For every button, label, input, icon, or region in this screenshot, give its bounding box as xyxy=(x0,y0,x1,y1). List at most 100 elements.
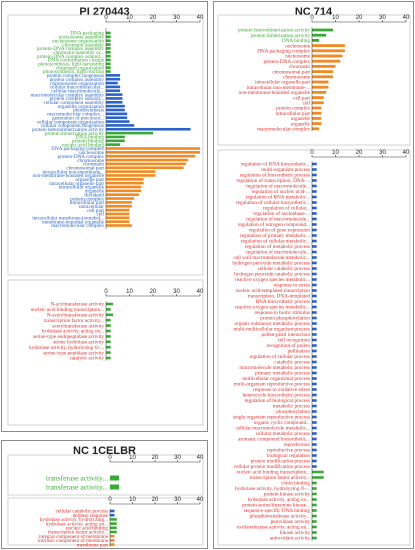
nc714-lower-label: macromolecule metabolic process xyxy=(239,365,310,371)
nc714-lower-bar xyxy=(312,179,317,182)
pi-upper-tick-label: 20 xyxy=(150,15,157,21)
pi-lower-tick-label: 40 xyxy=(197,289,204,295)
pi-lower-label: hydrolase activity, hydrolyzing O-... xyxy=(29,345,104,351)
pi-bar-label: chromatin xyxy=(83,162,104,168)
celbr-lower-label: hydrolase activity, hydrolyzing... xyxy=(40,517,108,523)
pi-bar xyxy=(106,166,184,170)
pi-bar xyxy=(106,89,121,93)
pi-bar-label: chromosome xyxy=(77,158,104,164)
pi-bar-label: DNA packaging xyxy=(70,31,104,37)
pi-lower-tick-label: 20 xyxy=(150,289,157,295)
pi-bar xyxy=(106,124,135,127)
pi-bar-label: protein-DNA complex assembly xyxy=(37,46,105,52)
nc714-upper-bar xyxy=(312,91,327,94)
pi-lower-label: N-acetyltransferase activity xyxy=(47,312,105,319)
nc714-lower-label: reactive oxygen species metabolic... xyxy=(235,305,310,311)
nc714-lower-bar xyxy=(312,487,317,490)
nc714-lower-label: hydrolase activity, hydrolyzing O-... xyxy=(235,486,310,492)
nc714-lower-box xyxy=(217,149,411,546)
pi-bar xyxy=(106,81,118,85)
celbr-lower-bar xyxy=(110,509,115,513)
nc714-lower-bar xyxy=(312,344,317,347)
nc714-lower-bar xyxy=(312,503,317,507)
nc714-upper-bar xyxy=(312,111,322,115)
pi-bar xyxy=(106,70,111,73)
pi-bar xyxy=(106,201,132,204)
pi-bar-label: nucleosome xyxy=(79,150,104,156)
nc714-lower-bar xyxy=(312,305,317,309)
celbr-bar-label: transferase activity... xyxy=(46,474,108,483)
nc714-lower-bar xyxy=(312,190,317,193)
nc714-lower-label: phosphotransferase activity... xyxy=(250,513,310,520)
pi-bar xyxy=(106,158,189,162)
nc714-upper-bar xyxy=(312,127,320,131)
nc714-upper-label: intracellular non-membrane-... xyxy=(247,85,310,91)
celbr-upper-tick-label: 10 xyxy=(129,455,136,461)
nc714-lower-bar xyxy=(312,426,317,430)
panel-title: NC 1CELBR xyxy=(73,445,136,457)
nc714-upper-label: cell part xyxy=(293,95,310,101)
pi-bar xyxy=(106,97,123,100)
pi-bar-label: chromosomal part xyxy=(66,165,104,171)
nc714-upper-label: intracellular organelle part xyxy=(255,80,310,86)
nc714-lower-label: aromatic compound biosynthetic... xyxy=(238,437,310,443)
nc714-lower-bar xyxy=(312,267,317,270)
nc714-lower-bar xyxy=(312,283,317,287)
nc714-lower-label: cell wall macromolecule metabolic... xyxy=(233,255,310,261)
nc714-lower-label: multi-organism reproductive process xyxy=(234,382,310,388)
pi-lower-label: serine hydrolase activity xyxy=(53,340,104,346)
pi-lower-label: N-acyltransferase activity xyxy=(51,301,105,308)
nc714-upper-bar xyxy=(312,39,320,42)
nc714-lower-bar xyxy=(312,206,317,210)
pi-bar xyxy=(106,143,121,146)
nc714-upper-bar xyxy=(312,49,345,53)
nc714-lower-bar xyxy=(312,465,317,468)
pi-bar xyxy=(106,224,132,227)
pi-bar-label: nucleic acid binding xyxy=(62,142,104,148)
pi-bar xyxy=(106,77,121,81)
nc714-lower-bar xyxy=(312,349,317,353)
pi-upper-box xyxy=(7,14,204,276)
celbr-upper-tick-label: 40 xyxy=(197,455,204,461)
nc714-lower-bar xyxy=(312,234,317,237)
nc714-lower-label: regulation of macromolecule... xyxy=(246,183,310,190)
pi-lower-bar xyxy=(106,351,111,354)
nc714-lower-label: regulation of nucleobase-... xyxy=(253,210,310,217)
nc714-lower-bar xyxy=(312,272,317,276)
nc714-lower-bar xyxy=(312,217,317,221)
nc714-lower-bar xyxy=(312,536,317,540)
pi-bar xyxy=(106,93,123,96)
celbr-lower-tick-label: 20 xyxy=(152,497,159,503)
nc714-lower-label: regulation of macromolecule... xyxy=(246,216,310,223)
nc714-lower-label: protein modification process xyxy=(251,458,310,465)
pi-upper-tick-label: 40 xyxy=(197,15,204,21)
nc714-upper-bar xyxy=(312,28,334,32)
pi-lower-tick-label: 0 xyxy=(104,289,108,295)
nc714-lower-label: response to oxidative stress xyxy=(253,387,310,393)
pi-bar-label: intracellular organelle xyxy=(58,185,104,191)
pi-upper-tick-label: 10 xyxy=(126,15,133,21)
nc714-lower-bar xyxy=(312,256,317,259)
nc714-lower-bar xyxy=(312,228,317,232)
nc714-lower-bar xyxy=(312,498,317,501)
pi-bar xyxy=(106,85,121,89)
pi-bar xyxy=(106,220,130,223)
nc714-lower-bar xyxy=(312,410,317,413)
nc714-lower-bar xyxy=(312,476,324,479)
nc714-lower-bar xyxy=(312,195,317,199)
nc714-upper-label: protein heterodimerization activity xyxy=(238,28,310,34)
pi-bar-label: protein-DNA complex subunit... xyxy=(37,54,104,60)
pi-bar-label: macromolecular complex... xyxy=(47,112,104,118)
pi-lower-box xyxy=(7,279,204,426)
pi-lower-label: transcription factor activity... xyxy=(44,317,104,324)
nc714-lower-bar xyxy=(312,509,317,512)
nc714-lower-label: hydrogen peroxide catabolic process xyxy=(234,272,310,278)
nc714-lower-bar xyxy=(312,173,317,177)
nc714-lower-tick-label: 10 xyxy=(332,150,339,156)
nc714-lower-label: hydrolase activity, acting on... xyxy=(248,497,310,503)
nc714-lower-bar xyxy=(312,377,317,380)
nc714-lower-label: phosphorylation xyxy=(276,409,310,415)
nc714-upper-label: chromosomal part xyxy=(272,69,310,75)
pi-bar xyxy=(106,66,111,69)
nc714-lower-label: hydrogen peroxide metabolic process xyxy=(232,261,310,267)
